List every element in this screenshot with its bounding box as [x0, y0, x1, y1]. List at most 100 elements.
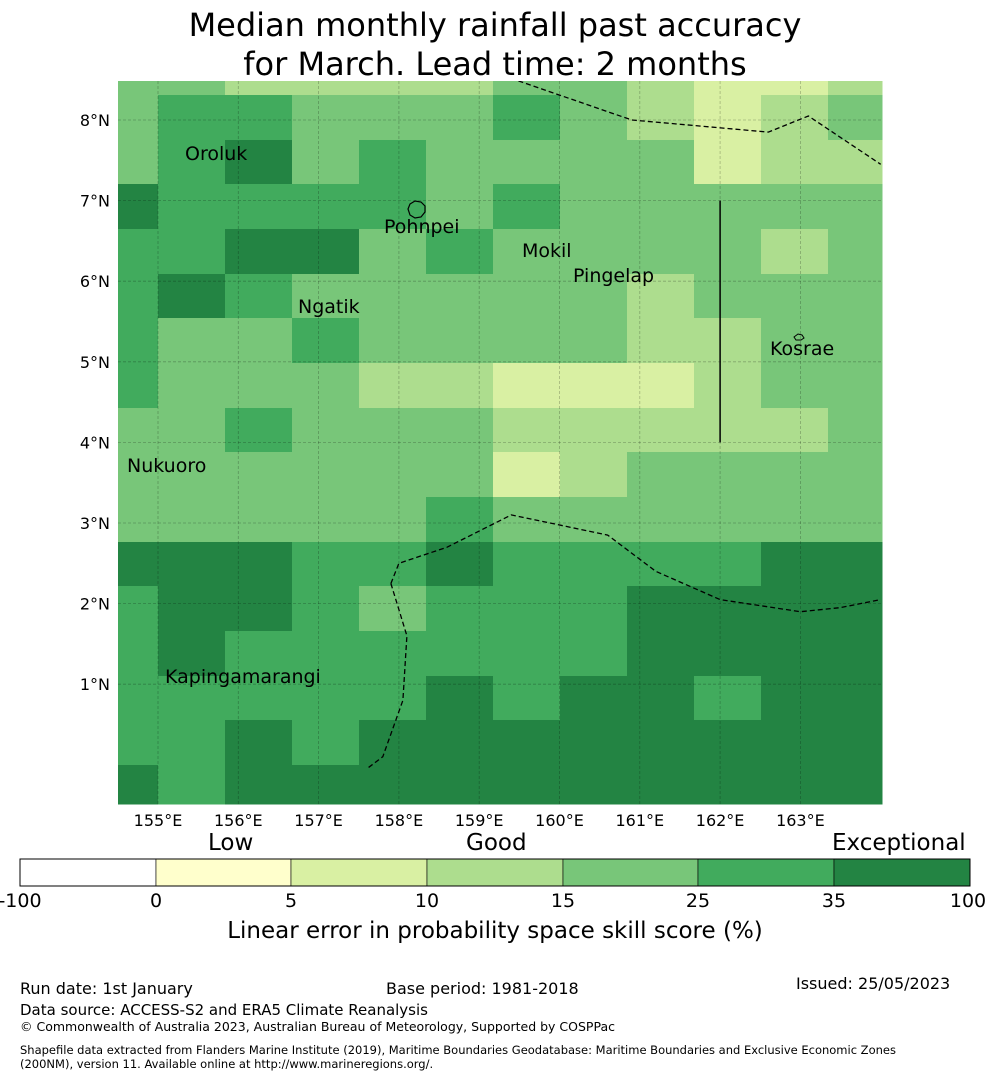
skill-cell: [292, 631, 360, 677]
skill-cell: [627, 452, 695, 498]
x-tick-label: 163°E: [776, 811, 825, 830]
skill-cell: [694, 408, 762, 453]
skill-cell: [560, 81, 628, 96]
skill-cell: [426, 408, 494, 453]
skill-cell: [118, 318, 159, 364]
skill-cell: [225, 497, 293, 543]
x-tick-label: 159°E: [455, 811, 504, 830]
skill-cell: [426, 140, 494, 185]
skill-cell: [828, 720, 883, 766]
copyright: © Commonwealth of Australia 2023, Austra…: [20, 1019, 615, 1034]
skill-cell: [118, 497, 159, 543]
x-tick-label: 160°E: [535, 811, 584, 830]
skill-cell: [426, 95, 494, 141]
place-label: Kosrae: [770, 338, 834, 360]
skill-cell: [292, 140, 360, 185]
skill-cell: [292, 408, 360, 453]
skill-cell: [158, 408, 226, 453]
y-tick-label: 5°N: [80, 353, 110, 372]
skill-cell: [828, 363, 883, 409]
skill-cell: [828, 229, 883, 275]
skill-cell: [118, 676, 159, 721]
skill-cell: [493, 363, 561, 409]
skill-cell: [118, 95, 159, 141]
skill-cell: [493, 95, 561, 141]
skill-cell: [493, 765, 561, 805]
skill-cell: [493, 720, 561, 766]
skill-cell: [225, 408, 293, 453]
skill-cell: [158, 363, 226, 409]
y-tick-label: 4°N: [80, 433, 110, 452]
skill-cell: [560, 140, 628, 185]
skill-cell: [627, 274, 695, 319]
skill-cell: [493, 542, 561, 587]
colorbar-frame: [19, 858, 971, 887]
skill-cell: [225, 184, 293, 230]
skill-cell: [118, 542, 159, 587]
skill-cell: [627, 184, 695, 230]
skill-cell: [828, 184, 883, 230]
colorbar-swatch: [697, 858, 835, 887]
skill-cell: [694, 765, 762, 805]
skill-cell: [118, 363, 159, 409]
x-axis-ticks: 155°E 156°E 157°E 158°E 159°E 160°E 161°E 162°E…: [134, 811, 825, 830]
eez-boundary-line: [516, 81, 882, 165]
skill-cell: [292, 765, 360, 805]
skill-grid: [118, 81, 883, 805]
skill-cell: [292, 676, 360, 721]
skill-cell: [158, 542, 226, 587]
skill-cell: [225, 676, 293, 721]
skill-cell: [694, 95, 762, 141]
skill-cell: [493, 631, 561, 677]
skill-cell: [694, 318, 762, 364]
skill-cell: [828, 497, 883, 543]
shapefile-credit-2: (200NM), version 11. Available online at…: [20, 1057, 434, 1071]
skill-cell: [225, 95, 293, 141]
skill-cell: [359, 184, 427, 230]
skill-cell: [359, 140, 427, 185]
skill-cell: [225, 363, 293, 409]
skill-cell: [493, 184, 561, 230]
skill-cell: [560, 274, 628, 319]
skill-cell: [225, 720, 293, 766]
skill-cell: [761, 497, 829, 543]
skill-cell: [426, 586, 494, 632]
skill-cell: [627, 586, 695, 632]
skill-cell: [560, 452, 628, 498]
skill-cell: [158, 81, 226, 96]
skill-cell: [627, 81, 695, 96]
skill-cell: [560, 720, 628, 766]
skill-cell: [292, 81, 360, 96]
x-tick-label: 162°E: [696, 811, 745, 830]
skill-cell: [118, 765, 159, 805]
skill-cell: [118, 586, 159, 632]
skill-cell: [225, 81, 293, 96]
skill-cell: [426, 720, 494, 766]
skill-cell: [761, 542, 829, 587]
skill-cell: [292, 497, 360, 543]
skill-cell: [158, 720, 226, 766]
skill-cell: [560, 676, 628, 721]
skill-cell: [493, 497, 561, 543]
skill-cell: [158, 184, 226, 230]
skill-cell: [225, 229, 293, 275]
skill-cell: [560, 318, 628, 364]
skill-cell: [694, 363, 762, 409]
skill-cell: [694, 452, 762, 498]
skill-cell: [627, 408, 695, 453]
skill-cell: [359, 631, 427, 677]
skill-cell: [761, 720, 829, 766]
skill-cell: [627, 363, 695, 409]
skill-cell: [493, 676, 561, 721]
cb-tick: 0: [149, 890, 163, 912]
skill-cell: [292, 274, 360, 319]
skill-cell: [426, 318, 494, 364]
colorbar-swatches: [19, 858, 971, 887]
skill-cell: [426, 542, 494, 587]
skill-cell: [828, 631, 883, 677]
skill-cell: [493, 140, 561, 185]
skill-cell: [493, 586, 561, 632]
skill-cell: [761, 95, 829, 141]
skill-cell: [694, 140, 762, 185]
place-label: Mokil: [522, 240, 572, 262]
